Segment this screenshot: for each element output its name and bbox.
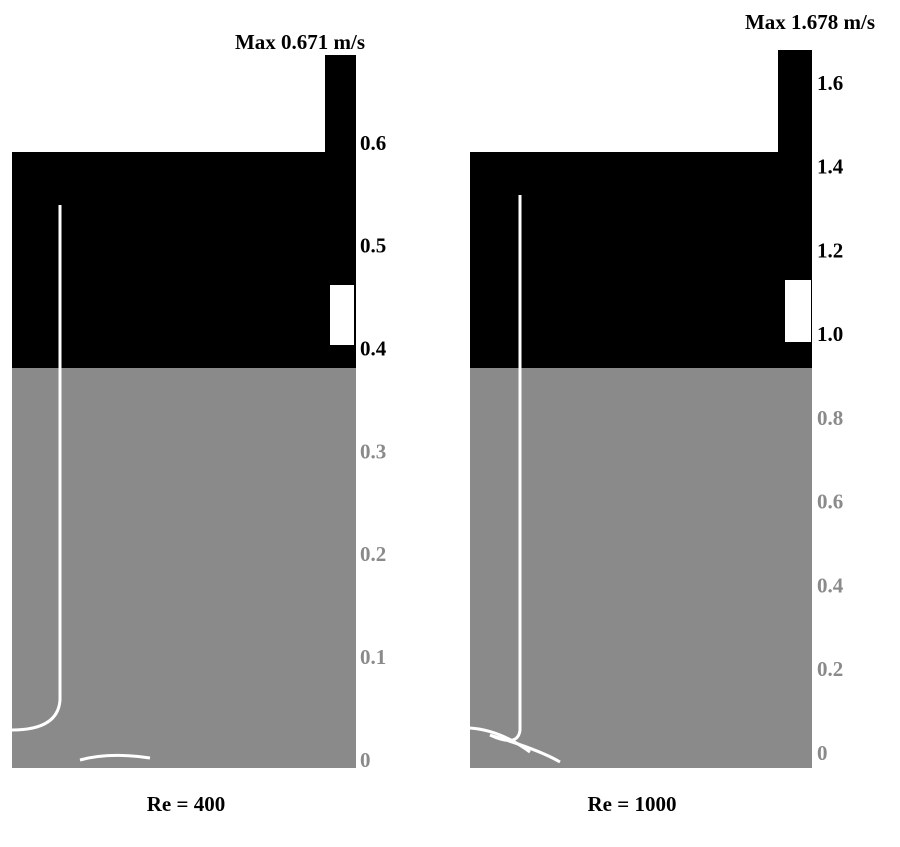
- caption: Re = 400: [147, 792, 225, 816]
- colorbar-tick-label: 0.8: [817, 406, 843, 430]
- colorbar-tick-label: 0.5: [360, 234, 386, 258]
- caption: Re = 1000: [588, 792, 677, 816]
- max-label: Max 1.678 m/s: [745, 10, 875, 34]
- colorbar-tick-label: 1.0: [817, 322, 843, 346]
- colorbar-tick-label: 0.2: [360, 542, 386, 566]
- colorbar-tick-label: 0.1: [360, 645, 386, 669]
- colorbar-tick-label: 0.2: [817, 657, 843, 681]
- colorbar-tick-label: 1.2: [817, 238, 843, 262]
- max-label: Max 0.671 m/s: [235, 30, 365, 54]
- contour-plot: [469, 50, 812, 768]
- colorbar-tick-label: 0: [360, 748, 371, 772]
- colorbar-tick-label: 0.3: [360, 439, 386, 463]
- colorbar-tick-label: 0.6: [817, 490, 843, 514]
- colorbar-tick-label: 0.6: [360, 131, 386, 155]
- colorbar-tick-label: 0.4: [817, 573, 844, 597]
- colorbar-tick-label: 1.4: [817, 155, 844, 179]
- colorbar-tick-label: 0: [817, 741, 828, 765]
- colorbar-tick-label: 1.6: [817, 71, 843, 95]
- colorbar-tick-label: 0.4: [360, 336, 387, 360]
- contour-plot: [11, 55, 356, 768]
